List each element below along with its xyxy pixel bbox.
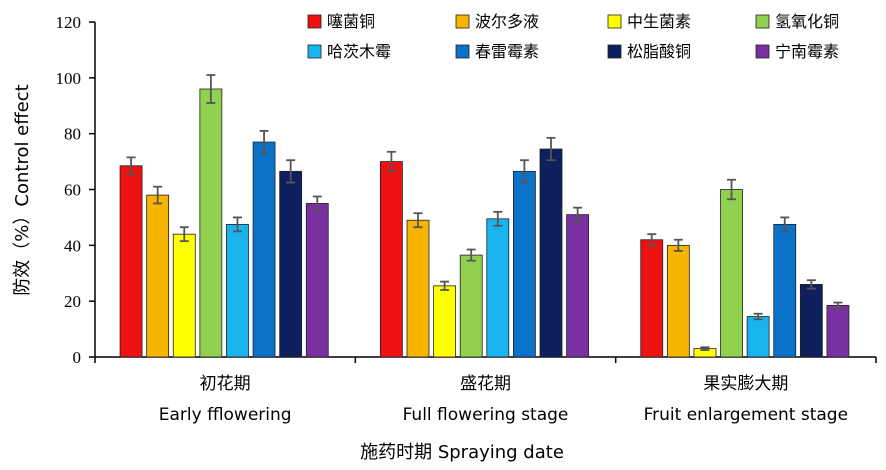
legend-swatch <box>607 44 622 59</box>
bar-松脂酸铜-初花期 <box>279 170 303 358</box>
legend-label: 氢氧化铜 <box>775 12 839 31</box>
bar-哈茨木霉-盛花期 <box>486 218 510 358</box>
y-tick-label: 60 <box>64 181 81 200</box>
bars <box>119 88 850 358</box>
y-tick-label: 80 <box>64 125 81 144</box>
category-label: 初花期 <box>200 374 251 394</box>
bar-波尔多液-初花期 <box>146 194 170 358</box>
legend-label: 噻菌铜 <box>327 12 375 31</box>
bar-中生菌素-盛花期 <box>433 285 457 358</box>
y-tick-label: 100 <box>56 69 82 88</box>
bar-春雷霉素-盛花期 <box>513 170 536 358</box>
y-axis-title: 防效（%）Control effect <box>12 84 33 295</box>
category-labels: 初花期 Early fflowering 盛花期 Full flowering sta… <box>159 374 848 425</box>
bar-噻菌铜-初花期 <box>119 165 143 358</box>
legend-swatch <box>607 14 622 29</box>
y-tick-label: 120 <box>56 13 82 32</box>
bar-氢氧化铜-初花期 <box>199 88 223 358</box>
category-label-en: Fruit enlargement stage <box>644 405 848 425</box>
bar-宁南霉素-初花期 <box>305 203 329 358</box>
legend-swatch <box>755 14 770 29</box>
legend-swatch <box>755 44 770 59</box>
y-ticks: 0 20 40 60 80 100 120 <box>56 13 95 367</box>
category-label-en: Full flowering stage <box>403 405 569 425</box>
bar-宁南霉素-盛花期 <box>566 214 589 358</box>
bar-宁南霉素-果实膨大期 <box>826 304 850 358</box>
bar-中生菌素-初花期 <box>172 233 196 358</box>
legend-label: 哈茨木霉 <box>327 42 391 61</box>
legend-label: 春雷霉素 <box>475 42 539 61</box>
legend-label: 宁南霉素 <box>775 42 839 61</box>
y-tick-label: 0 <box>73 348 82 367</box>
bar-春雷霉素-果实膨大期 <box>773 223 797 358</box>
bar-哈茨木霉-果实膨大期 <box>746 316 770 358</box>
legend-label: 波尔多液 <box>475 12 539 31</box>
bar-噻菌铜-果实膨大期 <box>640 239 664 358</box>
y-tick-label: 40 <box>64 236 81 255</box>
error-bars <box>126 74 843 351</box>
category-label: 果实膨大期 <box>703 374 788 394</box>
x-axis-title: 施药时期 Spraying date <box>360 442 564 463</box>
bar-松脂酸铜-果实膨大期 <box>799 284 823 358</box>
bar-松脂酸铜-盛花期 <box>539 148 563 358</box>
legend-swatch <box>307 44 322 59</box>
bar-噻菌铜-盛花期 <box>379 161 403 358</box>
bar-氢氧化铜-果实膨大期 <box>720 189 743 358</box>
y-tick-label: 20 <box>64 292 81 311</box>
bar-氢氧化铜-盛花期 <box>459 254 483 358</box>
category-label: 盛花期 <box>460 374 511 394</box>
axes: 0 20 40 60 80 100 120 <box>56 13 877 367</box>
legend-swatch <box>455 44 470 59</box>
bar-春雷霉素-初花期 <box>252 141 276 358</box>
bar-哈茨木霉-初花期 <box>226 223 249 358</box>
legend-swatch <box>455 14 470 29</box>
legend-label: 中生菌素 <box>627 12 691 31</box>
legend-swatch <box>307 14 322 29</box>
x-ticks <box>94 357 877 363</box>
category-label-en: Early fflowering <box>159 405 292 425</box>
bar-波尔多液-盛花期 <box>406 219 430 358</box>
bar-波尔多液-果实膨大期 <box>666 244 690 358</box>
legend-label: 松脂酸铜 <box>627 42 691 61</box>
